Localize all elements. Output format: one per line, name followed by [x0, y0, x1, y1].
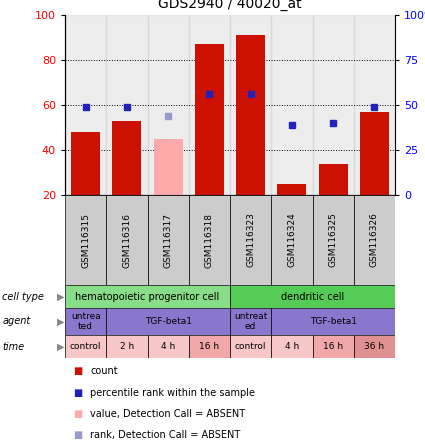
Text: GSM116326: GSM116326 — [370, 213, 379, 267]
Bar — [71, 132, 100, 195]
FancyBboxPatch shape — [65, 285, 230, 308]
Bar — [195, 44, 224, 195]
Text: ▶: ▶ — [57, 341, 65, 352]
FancyBboxPatch shape — [147, 195, 189, 285]
Bar — [312, 15, 354, 195]
Text: TGF-beta1: TGF-beta1 — [144, 317, 192, 326]
FancyBboxPatch shape — [312, 195, 354, 285]
Text: untreat
ed: untreat ed — [234, 312, 267, 331]
Text: control: control — [235, 342, 266, 351]
FancyBboxPatch shape — [189, 335, 230, 358]
Text: 36 h: 36 h — [364, 342, 385, 351]
Bar — [154, 139, 183, 195]
Text: time: time — [2, 341, 24, 352]
Text: rank, Detection Call = ABSENT: rank, Detection Call = ABSENT — [91, 430, 241, 440]
FancyBboxPatch shape — [65, 335, 106, 358]
Text: 4 h: 4 h — [285, 342, 299, 351]
Bar — [230, 15, 271, 195]
FancyBboxPatch shape — [271, 335, 312, 358]
FancyBboxPatch shape — [271, 195, 312, 285]
Text: GSM116316: GSM116316 — [122, 213, 131, 267]
FancyBboxPatch shape — [65, 195, 106, 285]
Text: ■: ■ — [74, 366, 83, 377]
FancyBboxPatch shape — [230, 195, 271, 285]
FancyBboxPatch shape — [271, 308, 395, 335]
FancyBboxPatch shape — [230, 335, 271, 358]
FancyBboxPatch shape — [147, 335, 189, 358]
Text: GDS2940 / 40020_at: GDS2940 / 40020_at — [158, 0, 302, 11]
Text: GSM116317: GSM116317 — [164, 213, 173, 267]
Text: hematopoietic progenitor cell: hematopoietic progenitor cell — [75, 292, 220, 301]
Text: TGF-beta1: TGF-beta1 — [310, 317, 357, 326]
Bar — [236, 35, 265, 195]
Bar — [271, 15, 312, 195]
Text: ▶: ▶ — [57, 292, 65, 301]
Text: GSM116324: GSM116324 — [287, 213, 296, 267]
Text: GSM116318: GSM116318 — [205, 213, 214, 267]
FancyBboxPatch shape — [354, 195, 395, 285]
Text: cell type: cell type — [2, 292, 44, 301]
Text: GSM116323: GSM116323 — [246, 213, 255, 267]
Text: ■: ■ — [74, 388, 83, 398]
Text: dendritic cell: dendritic cell — [281, 292, 344, 301]
Bar — [106, 15, 147, 195]
Text: 16 h: 16 h — [199, 342, 219, 351]
Text: control: control — [70, 342, 102, 351]
Bar — [189, 15, 230, 195]
Bar — [147, 15, 189, 195]
Text: 2 h: 2 h — [120, 342, 134, 351]
Text: ■: ■ — [74, 430, 83, 440]
Text: percentile rank within the sample: percentile rank within the sample — [91, 388, 255, 398]
Bar — [360, 112, 389, 195]
Text: ■: ■ — [74, 409, 83, 419]
Bar — [65, 15, 106, 195]
FancyBboxPatch shape — [230, 285, 395, 308]
FancyBboxPatch shape — [106, 335, 147, 358]
FancyBboxPatch shape — [106, 195, 147, 285]
Bar — [278, 184, 306, 195]
Text: agent: agent — [2, 317, 30, 326]
Text: GSM116315: GSM116315 — [81, 213, 90, 267]
FancyBboxPatch shape — [106, 308, 230, 335]
Text: count: count — [91, 366, 118, 377]
Text: ▶: ▶ — [57, 317, 65, 326]
Bar — [354, 15, 395, 195]
Text: GSM116325: GSM116325 — [329, 213, 337, 267]
Bar — [113, 121, 141, 195]
Text: 16 h: 16 h — [323, 342, 343, 351]
Text: 4 h: 4 h — [161, 342, 175, 351]
Bar — [319, 163, 348, 195]
FancyBboxPatch shape — [230, 308, 271, 335]
Text: untrea
ted: untrea ted — [71, 312, 100, 331]
FancyBboxPatch shape — [189, 195, 230, 285]
FancyBboxPatch shape — [65, 308, 106, 335]
FancyBboxPatch shape — [312, 335, 354, 358]
FancyBboxPatch shape — [354, 335, 395, 358]
Text: value, Detection Call = ABSENT: value, Detection Call = ABSENT — [91, 409, 246, 419]
